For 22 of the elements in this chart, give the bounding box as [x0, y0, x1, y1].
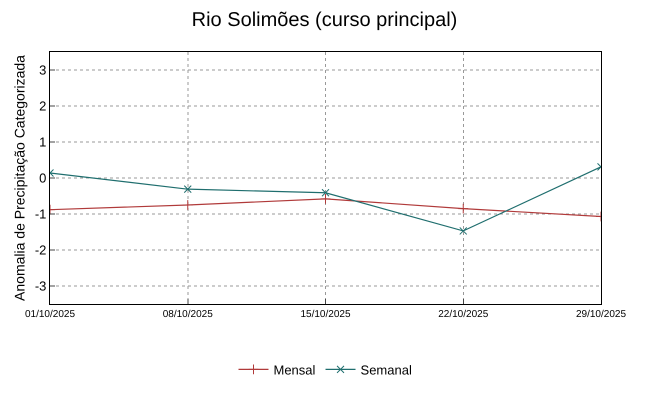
point	[320, 193, 331, 204]
chart-title: Rio Solimões (curso principal)	[192, 8, 458, 31]
x-tick-label: 08/10/2025	[162, 309, 214, 320]
x-tick-label: 15/10/2025	[300, 309, 351, 320]
point	[322, 188, 330, 197]
y-tick-label: 0	[39, 170, 46, 186]
x-tick-label: 22/10/2025	[438, 309, 489, 320]
y-tick-label: 3	[39, 62, 46, 78]
x-tick-label: 01/10/2025	[24, 309, 76, 320]
y-tick-label: -3	[34, 278, 46, 294]
y-tick-label: -2	[34, 242, 46, 258]
x-tick-label: 29/10/2025	[576, 309, 626, 320]
y-tick-label: 1	[39, 134, 46, 150]
legend-label: Semanal	[360, 362, 412, 378]
legend-label: Mensal	[274, 362, 316, 378]
point	[184, 185, 192, 194]
y-axis-title: Anomalia de Precipitação Categorizada	[11, 54, 28, 301]
point	[458, 203, 469, 214]
y-tick-label: 2	[39, 98, 46, 114]
point	[182, 200, 194, 210]
point	[459, 226, 468, 235]
y-tick-label: -1	[34, 206, 46, 222]
